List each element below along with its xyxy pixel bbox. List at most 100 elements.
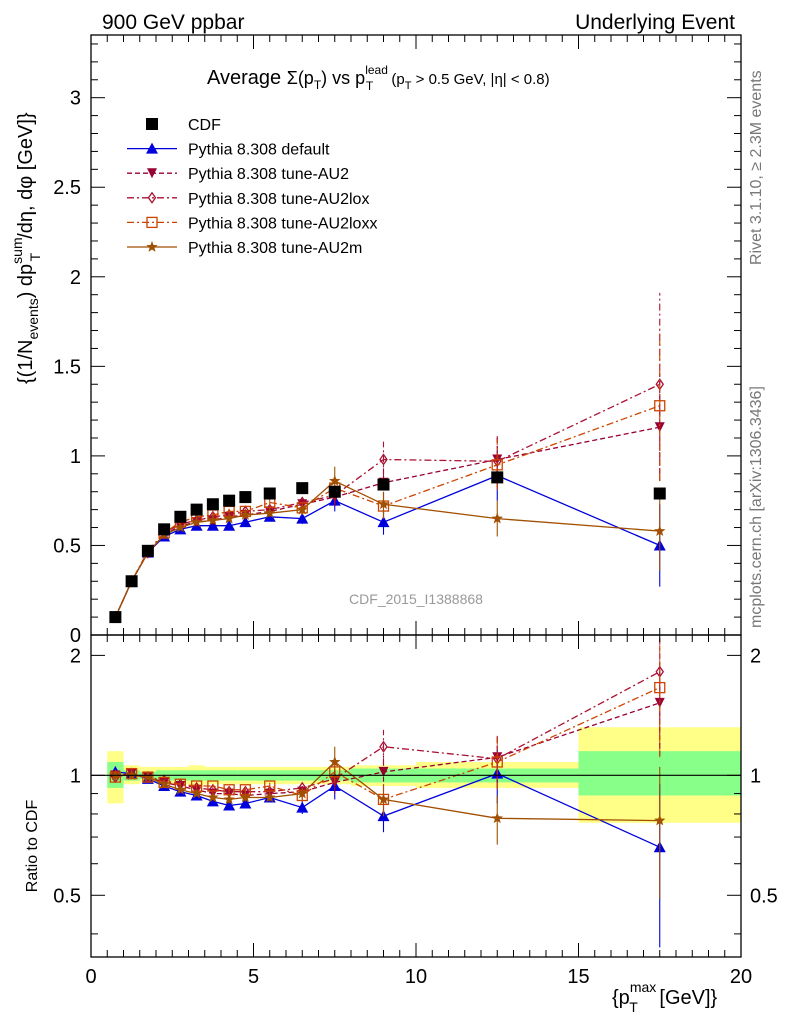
data-point-au2m (491, 512, 503, 524)
legend-label-default: Pythia 8.308 default (188, 142, 330, 159)
ratio-point-au2m (329, 756, 341, 767)
chart-title: Average Σ(pT) vs plead T (pT > 0.5 GeV, |… (207, 63, 550, 93)
data-point-au2loxx (491, 459, 503, 471)
data-point-cdf (328, 485, 341, 498)
main-panel-series (109, 292, 666, 624)
legend-label-au2: Pythia 8.308 tune-AU2 (188, 166, 349, 183)
y-tick-label-ratio-right: 2 (750, 645, 761, 667)
y-tick-label-main: 3 (70, 88, 81, 110)
data-point-cdf (190, 503, 203, 516)
data-point-au2m (223, 512, 235, 524)
data-point-cdf (239, 491, 252, 504)
ratio-series-au2m (109, 746, 666, 899)
ratio-panel-series (109, 635, 666, 948)
ratio-point-au2m (654, 814, 666, 826)
legend-marker-au2lox (147, 191, 157, 204)
ratio-point-au2m (207, 791, 219, 803)
main-y-axis-label: {(1/Nevents) dpsum T/dη, dφ [GeV]} (9, 112, 43, 384)
data-point-au2m (329, 474, 341, 486)
legend-marker-default (146, 142, 158, 154)
data-point-cdf (377, 478, 390, 491)
y-tick-label-ratio: 1 (70, 765, 81, 787)
data-point-cdf (125, 575, 138, 588)
ratio-point-au2m (264, 791, 276, 803)
series-cdf (109, 471, 666, 624)
data-point-au2m (264, 507, 276, 519)
ratio-point-au2m (174, 783, 187, 795)
ratio-point-au2m (239, 791, 252, 803)
data-point-cdf (296, 482, 309, 495)
data-point-cdf (491, 471, 504, 484)
legend-label-au2lox: Pythia 8.308 tune-AU2lox (188, 191, 369, 208)
ratio-point-au2m (377, 793, 390, 805)
y-tick-label-main: 0 (70, 625, 81, 647)
legend-entry-au2loxx: Pythia 8.308 tune-AU2loxx (127, 215, 377, 232)
data-point-cdf (141, 544, 154, 557)
data-point-au2m (239, 509, 252, 520)
legend: CDF Pythia 8.308 default Pythia 8.308 tune… (127, 117, 377, 257)
data-point-default (223, 519, 236, 531)
axes-ticks: 0 5 10 15 20 0 0.5 1 1.5 2 2.5 3 0.5 0.5 1 1 2 2 (53, 35, 778, 988)
ratio-y-axis-label: Ratio to CDF (24, 800, 41, 893)
ratio-point-au2lox (379, 740, 388, 753)
data-point-default (239, 516, 252, 528)
x-tick-label: 20 (730, 966, 752, 988)
series-au2 (110, 373, 665, 623)
legend-marker-cdf (146, 118, 158, 130)
legend-entry-au2lox: Pythia 8.308 tune-AU2lox (127, 191, 369, 208)
ratio-point-default (206, 795, 219, 807)
x-tick-label: 5 (248, 966, 259, 988)
y-tick-label-ratio-right: 1 (750, 765, 761, 787)
rivet-version-text: Rivet 3.1.10, ≥ 2.3M events (748, 70, 765, 265)
y-tick-label-ratio: 0.5 (53, 885, 81, 907)
data-point-default (377, 516, 390, 528)
data-point-cdf (653, 487, 666, 500)
ratio-point-au2loxx (207, 780, 219, 792)
legend-entry-default: Pythia 8.308 default (127, 142, 330, 159)
data-point-cdf (109, 611, 122, 624)
x-axis-label: {pmax T [GeV]} (612, 979, 718, 1015)
ratio-point-au2m (491, 812, 503, 824)
header-left: 900 GeV ppbar (102, 11, 244, 34)
legend-marker-au2 (147, 168, 157, 179)
data-point-au2m (296, 503, 308, 515)
ratio-point-au2loxx (491, 756, 503, 768)
legend-label-au2m: Pythia 8.308 tune-AU2m (188, 240, 362, 257)
ratio-point-au2loxx (264, 780, 276, 792)
y-tick-label-main: 2.5 (53, 177, 81, 199)
series-au2lox (111, 292, 665, 624)
legend-label-au2loxx: Pythia 8.308 tune-AU2loxx (188, 215, 377, 232)
y-tick-label-main: 1 (70, 446, 81, 468)
data-point-cdf (263, 487, 276, 500)
data-point-cdf (174, 510, 187, 523)
data-point-cdf (223, 494, 236, 507)
x-tick-label: 15 (567, 966, 589, 988)
data-point-au2m (207, 514, 219, 526)
analysis-watermark: CDF_2015_I1388868 (349, 591, 483, 607)
legend-entry-au2: Pythia 8.308 tune-AU2 (127, 166, 349, 183)
y-tick-label-ratio: 2 (70, 645, 81, 667)
y-tick-label-main: 0.5 (53, 535, 81, 557)
legend-marker-au2m (146, 241, 158, 252)
ratio-point-au2loxx (654, 681, 666, 694)
data-point-default (296, 512, 309, 524)
legend-entry-cdf: CDF (146, 117, 221, 134)
y-tick-label-ratio-right: 0.5 (750, 885, 778, 907)
ratio-point-au2m (223, 793, 235, 805)
data-point-au2m (377, 498, 390, 510)
data-point-cdf (206, 498, 219, 511)
ratio-point-au2m (296, 787, 308, 799)
data-point-au2m (654, 525, 666, 536)
ratio-point-default (296, 801, 309, 813)
ratio-point-au2m (142, 771, 154, 782)
data-point-au2lox (192, 514, 201, 527)
legend-label-cdf: CDF (188, 117, 221, 134)
x-tick-label: 0 (85, 966, 96, 988)
header-right: Underlying Event (575, 11, 735, 34)
legend-entry-au2m: Pythia 8.308 tune-AU2m (127, 240, 362, 257)
ratio-point-au2m (158, 778, 170, 790)
ratio-point-default (239, 797, 252, 809)
y-tick-label-main: 2 (70, 267, 81, 289)
data-point-au2m (174, 521, 187, 533)
y-tick-label-main: 1.5 (53, 356, 81, 378)
